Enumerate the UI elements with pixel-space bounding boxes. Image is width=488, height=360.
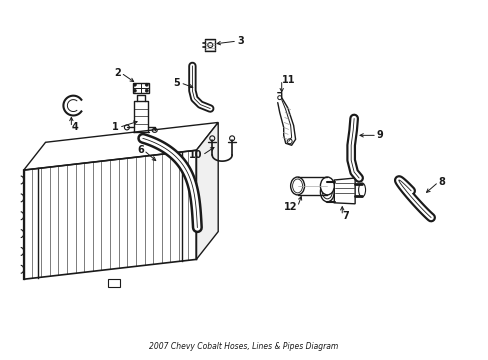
Polygon shape	[196, 122, 218, 260]
Text: 12: 12	[284, 202, 297, 212]
Text: 5: 5	[173, 78, 180, 88]
Text: 11: 11	[281, 75, 295, 85]
Circle shape	[133, 89, 136, 92]
Ellipse shape	[320, 182, 334, 202]
Ellipse shape	[290, 177, 304, 195]
Circle shape	[145, 89, 148, 92]
Text: 2007 Chevy Cobalt Hoses, Lines & Pipes Diagram: 2007 Chevy Cobalt Hoses, Lines & Pipes D…	[149, 342, 338, 351]
Circle shape	[133, 83, 136, 86]
Text: 2: 2	[114, 68, 121, 78]
Text: 1: 1	[112, 122, 119, 132]
Text: 3: 3	[237, 36, 244, 46]
Text: 4: 4	[71, 122, 78, 132]
Text: 8: 8	[438, 177, 445, 187]
Ellipse shape	[320, 177, 334, 195]
Text: 7: 7	[342, 211, 348, 221]
Text: 6: 6	[137, 145, 143, 155]
Text: 9: 9	[376, 130, 383, 140]
Circle shape	[145, 83, 148, 86]
Text: 10: 10	[188, 150, 202, 160]
